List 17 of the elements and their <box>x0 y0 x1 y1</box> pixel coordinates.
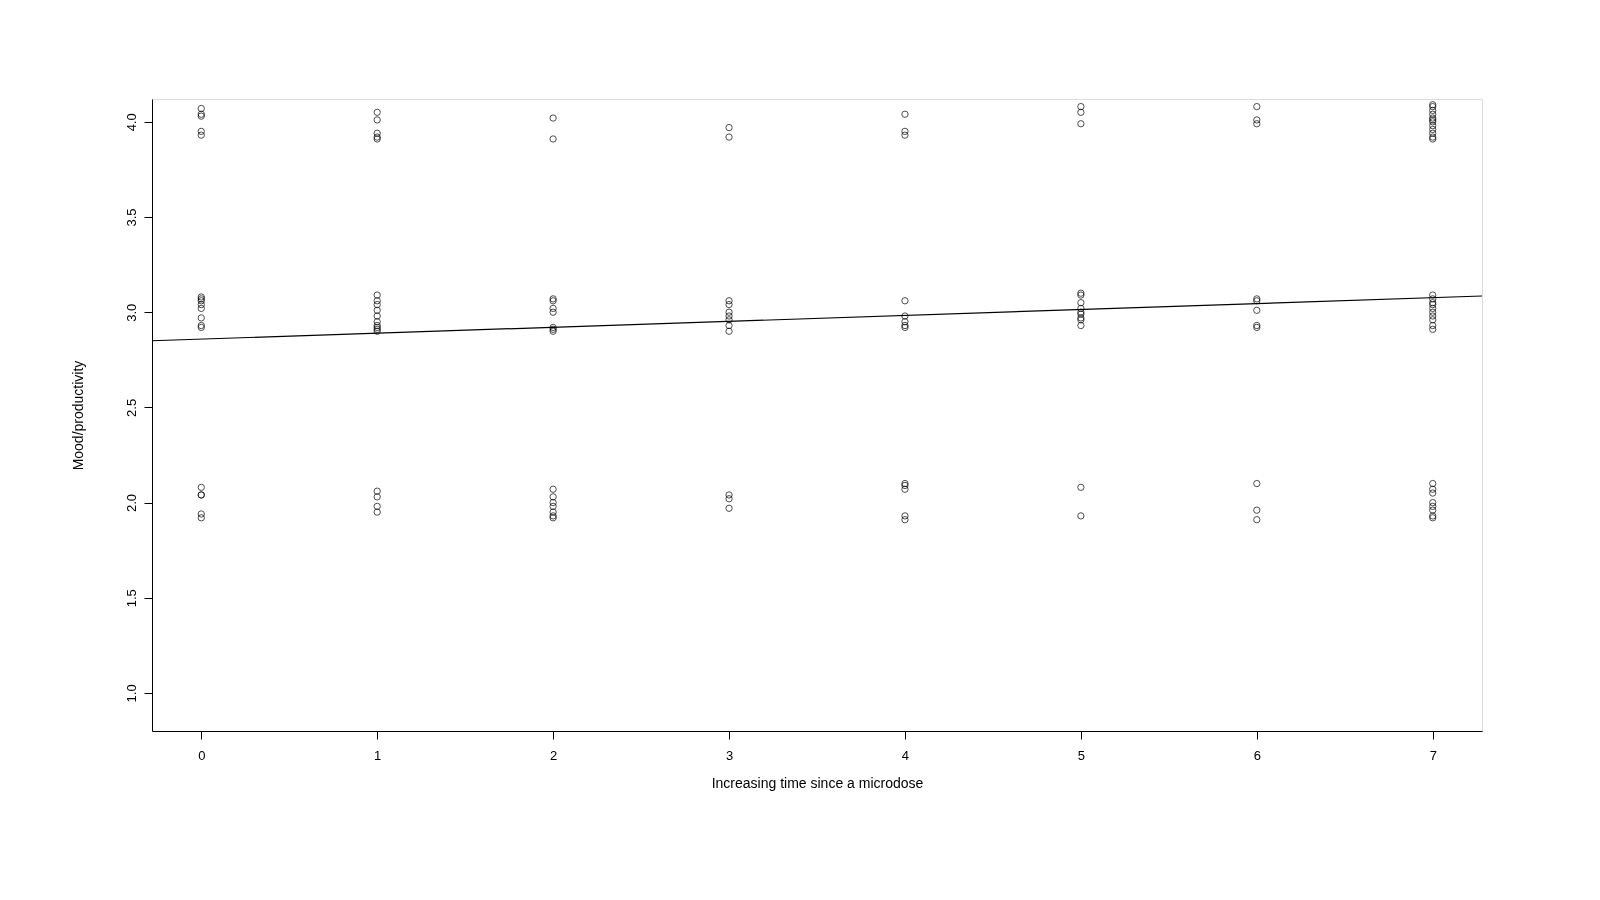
y-tick-label: 1.0 <box>123 684 139 703</box>
y-axis-title: Mood/productivity <box>69 360 86 471</box>
y-tick-label: 3.5 <box>123 208 139 227</box>
x-tick-label: 1 <box>374 747 382 763</box>
y-tick-label: 3.0 <box>123 303 139 322</box>
x-axis-title: Increasing time since a microdose <box>711 774 924 791</box>
y-tick-label: 1.5 <box>123 589 139 608</box>
y-tick-label: 2.5 <box>123 398 139 417</box>
x-tick-label: 3 <box>725 747 734 763</box>
x-tick-label: 0 <box>198 747 206 763</box>
x-tick-label: 4 <box>901 747 910 763</box>
x-tick-label: 7 <box>1429 747 1437 763</box>
y-tick-label: 4.0 <box>123 113 139 132</box>
x-tick-label: 2 <box>549 747 558 763</box>
y-tick-label: 2.0 <box>123 494 139 513</box>
x-tick-label: 5 <box>1077 747 1086 763</box>
x-tick-label: 6 <box>1253 747 1261 763</box>
